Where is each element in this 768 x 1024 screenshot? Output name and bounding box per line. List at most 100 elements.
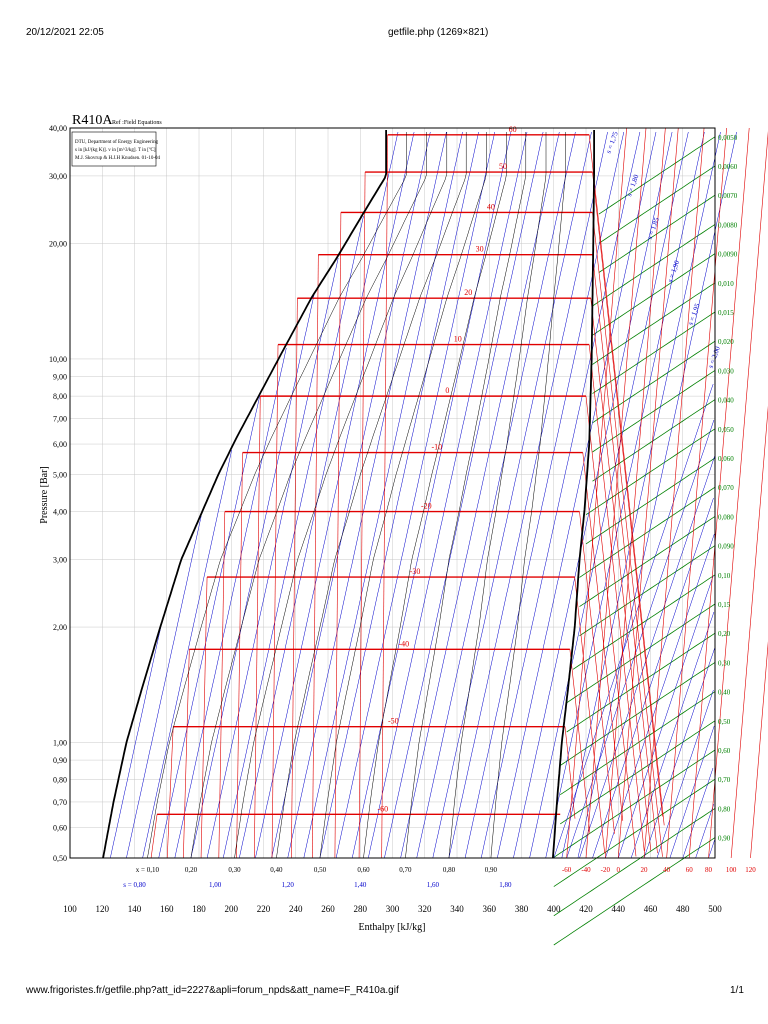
isochore-line [592,370,716,453]
isentrope-line [222,215,364,859]
isentrope-line [592,497,714,859]
isochore-line [579,516,716,607]
volume-label: 0,090 [718,543,734,551]
isotherm-superheat-line [617,127,679,859]
isotherm-label: 50 [499,162,507,171]
isochore-line [566,632,716,733]
quality-label: 0,70 [399,866,412,874]
entropy-bottom-label: 1,40 [354,881,367,889]
isentrope-line [497,131,657,859]
chart-subtitle: Ref :Field Equations [112,119,162,126]
isentrope-line [384,131,544,859]
isotherm-vapor-line [582,452,624,821]
isentrope-line [480,131,641,859]
isentrope-line [174,347,287,859]
x-tick-label: 320 [418,904,432,914]
volume-label: 0,0050 [718,134,738,142]
quality-line [319,132,487,859]
isotherm-label: 20 [464,288,472,297]
x-tick-label: 200 [225,904,239,914]
quality-line [405,132,527,859]
x-tick-label: 140 [128,904,142,914]
volume-label: 0,90 [718,835,731,843]
x-tick-label: 240 [289,904,303,914]
entropy-label: s = 1,90 [666,259,681,283]
isentrope-line [271,131,431,859]
volume-label: 0,50 [718,718,731,726]
isotherm-bottom-label: 60 [686,866,694,874]
quality-label: 0,50 [314,866,327,874]
y-tick-label: 0,80 [53,776,67,785]
isentrope-line [695,803,715,859]
print-doc-title: getfile.php (1269×821) [388,27,489,38]
entropy-label: s = 1,75 [605,130,620,154]
isochore-line [579,486,716,578]
isotherm-liquid-line [271,344,279,859]
isentrope-line [618,575,714,859]
isotherm-bottom-label: -20 [601,866,611,874]
isochore-line [553,778,716,887]
y-tick-label: 10,00 [49,355,67,364]
x-tick-label: 420 [579,904,593,914]
x-tick-label: 220 [257,904,271,914]
print-date: 20/12/2021 22:05 [26,27,104,38]
isentrope-line [464,131,625,859]
x-tick-label: 360 [483,904,497,914]
isotherm-superheat-line [643,127,705,859]
print-url: www.frigoristes.fr/getfile.php?att_id=22… [26,985,399,996]
volume-label: 0,010 [718,280,734,288]
isentrope-line [142,449,232,859]
isotherm-bottom-label: -40 [581,866,591,874]
saturated-vapor-line [552,130,595,859]
x-tick-label: 340 [450,904,464,914]
y-tick-label: 4,00 [53,508,67,517]
y-tick-label: 5,00 [53,470,67,479]
quality-label: x = 0,10 [136,866,160,874]
isotherm-vapor-line [588,134,665,826]
isentrope-line [579,455,715,859]
volume-label: 0,050 [718,426,734,434]
isotherm-liquid-line [236,452,243,859]
isotherm-vapor-line [585,396,637,857]
isotherm-label: 40 [487,202,495,211]
isentrope-line [287,131,447,859]
isotherm-superheat-line [585,127,647,859]
volume-label: 0,0080 [718,221,738,229]
isotherm-label: 30 [476,245,484,254]
isotherm-bottom-label: 100 [726,866,737,874]
isotherm-superheat-line [730,405,768,859]
isentrope-line [110,623,162,859]
plot-frame [69,127,716,859]
isotherm-bottom-label: -60 [562,866,572,874]
y-tick-label: 0,50 [53,854,67,863]
isotherm-bottom-label: 20 [641,866,649,874]
print-page-number: 1/1 [730,985,744,996]
isentrope-line [448,131,608,859]
isotherm-vapor-line [592,254,658,854]
x-tick-label: 500 [708,904,722,914]
isotherm-label: 10 [454,335,462,344]
isentrope-line [239,131,399,859]
isotherm-label: -60 [377,804,388,813]
x-axis-label: Enthalpy [kJ/kg] [359,922,426,933]
volume-label: 0,30 [718,659,731,667]
y-tick-label: 0,70 [53,798,67,807]
isotherm-bottom-label: 40 [663,866,671,874]
x-tick-label: 460 [644,904,658,914]
isentrope-line [126,515,202,859]
x-tick-label: 400 [547,904,561,914]
y-tick-label: 0,60 [53,824,67,833]
isentrope-line [416,131,576,859]
isotherm-vapor-line [569,649,591,834]
isentrope-line [190,293,315,859]
quality-line [363,132,507,859]
volume-label: 0,060 [718,455,734,463]
y-tick-label: 30,00 [49,172,67,181]
isentrope-line [545,131,705,859]
volume-label: 0,080 [718,513,734,521]
isotherm-label: -10 [432,443,443,452]
isochore-line [559,691,716,796]
isotherm-vapor-line [564,726,576,819]
volume-label: 0,015 [718,309,734,317]
quality-label: 0,20 [185,866,198,874]
